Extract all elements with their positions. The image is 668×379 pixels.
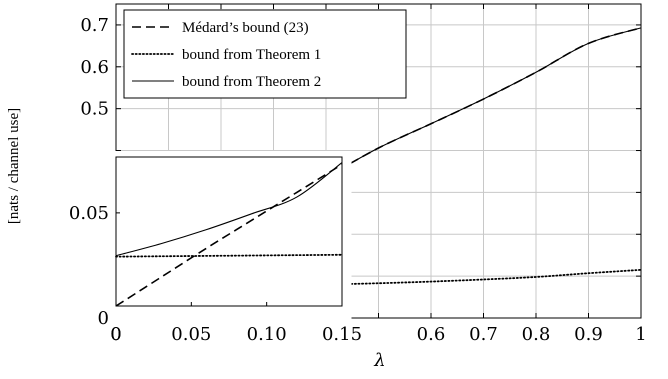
series-line-inset-0 xyxy=(115,163,343,307)
x-tick-label: 0 xyxy=(110,324,121,345)
legend-label-1: bound from Theorem 1 xyxy=(182,47,321,63)
series-line-inset-2 xyxy=(115,162,343,257)
inset-plot: 0 0.05 0.10 0.15 0 0.05 xyxy=(69,151,362,345)
x-axis-label: λ xyxy=(373,350,385,371)
y-tick-label: 0.7 xyxy=(80,15,109,36)
legend-label-0: Médard’s bound (23) xyxy=(182,20,309,36)
series-line-main-1 xyxy=(325,268,642,286)
y-axis-label: [nats / channel use] xyxy=(6,108,22,224)
x-tick-label: 0.9 xyxy=(574,324,603,345)
x-tick-label: 0.8 xyxy=(522,324,551,345)
legend-label-2: bound from Theorem 2 xyxy=(182,74,321,90)
series-line-inset-1 xyxy=(115,253,343,258)
y-tick-label: 0.6 xyxy=(80,57,109,78)
legend: Médard’s bound (23) bound from Theorem 1 b… xyxy=(123,9,407,99)
x-tick-label: 0.6 xyxy=(417,324,446,345)
inset-backdrop xyxy=(115,151,352,320)
inset-y-tick-label: 0 xyxy=(98,308,109,329)
y-tick-label: 0.5 xyxy=(80,99,109,120)
x-tick-label: 0.7 xyxy=(469,324,498,345)
inset-x-tick-label: 0.15 xyxy=(322,324,362,345)
series-line-main-2 xyxy=(325,27,642,178)
inset-y-tick-label: 0.05 xyxy=(69,203,109,224)
inset-x-tick-label: 0.10 xyxy=(247,324,287,345)
inset-x-tick-label: 0.05 xyxy=(171,324,211,345)
inset-frame xyxy=(115,156,343,307)
inset-x-tick-label: 0 xyxy=(110,324,121,345)
x-tick-label: 1 xyxy=(635,324,646,345)
